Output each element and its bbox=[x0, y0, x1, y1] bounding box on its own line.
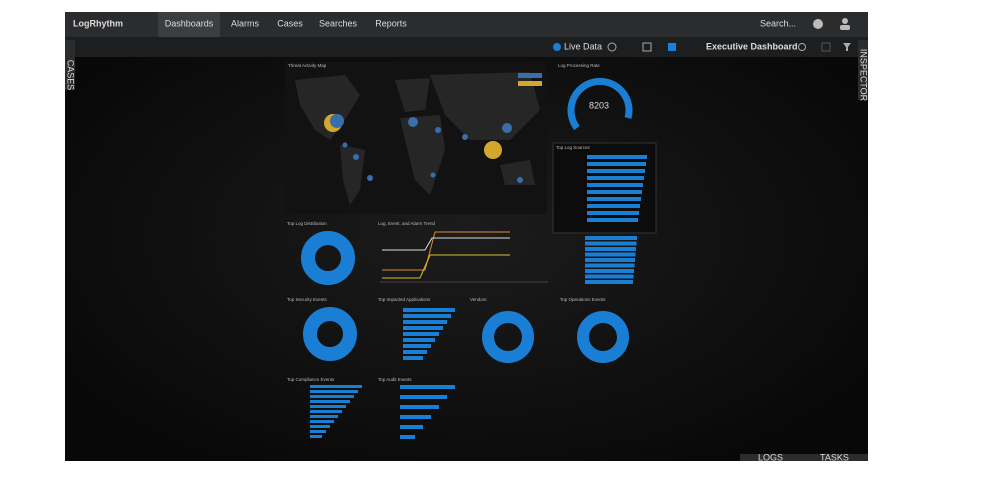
decorative-bar bbox=[585, 263, 635, 268]
widget-title: Top Log Sources bbox=[556, 145, 591, 150]
continents bbox=[295, 72, 540, 205]
donut bbox=[301, 231, 355, 285]
decorative-bar bbox=[587, 218, 638, 222]
decorative-bar bbox=[310, 390, 358, 393]
icon[interactable] bbox=[798, 43, 806, 51]
tab[interactable]: Reports bbox=[375, 18, 407, 28]
gauge-arc bbox=[567, 77, 633, 131]
footer-tab[interactable]: TASKS bbox=[820, 452, 849, 462]
decorative-bar bbox=[310, 415, 338, 418]
decorative-bar bbox=[310, 435, 322, 438]
widget-title: Top Operations Events bbox=[560, 297, 606, 302]
decorative-bar bbox=[403, 344, 431, 348]
decorative-bar bbox=[400, 435, 415, 439]
decorative-bar bbox=[403, 356, 423, 360]
decorative-bar bbox=[403, 338, 435, 342]
decorative-bar bbox=[585, 236, 637, 240]
donut bbox=[482, 311, 534, 363]
icon[interactable] bbox=[607, 42, 617, 52]
left-drawer[interactable] bbox=[65, 40, 75, 90]
decorative-bar bbox=[400, 395, 447, 399]
icon[interactable] bbox=[668, 43, 676, 51]
decorative-bar bbox=[310, 410, 342, 413]
filter-icon[interactable] bbox=[843, 43, 851, 51]
decorative-bar bbox=[587, 204, 640, 208]
drawer-label: INSPECTOR bbox=[859, 49, 869, 102]
widget-title: Top Impacted Applications bbox=[378, 297, 431, 302]
decorative-bar bbox=[310, 430, 326, 433]
decorative-bar bbox=[587, 211, 639, 215]
decorative-bar bbox=[310, 385, 362, 388]
tab[interactable]: Searches bbox=[319, 18, 358, 28]
widget-title: Top Audit Events bbox=[378, 377, 412, 382]
tab[interactable]: Alarms bbox=[231, 18, 260, 28]
right-drawer[interactable] bbox=[858, 40, 868, 100]
decorative-bar bbox=[403, 332, 439, 336]
decorative-bar bbox=[587, 169, 645, 173]
logo: LogRhythm bbox=[73, 18, 123, 28]
decorative-bar bbox=[587, 162, 646, 166]
legend-swatch bbox=[518, 73, 542, 78]
dashboard-name[interactable]: Executive Dashboard bbox=[706, 41, 798, 51]
decorative-bar bbox=[310, 420, 334, 423]
decorative-bar bbox=[400, 385, 455, 389]
active-tab bbox=[158, 12, 220, 37]
user-icon[interactable] bbox=[840, 25, 850, 30]
widget-title: Top Log Distribution bbox=[287, 221, 327, 226]
donut bbox=[577, 311, 629, 363]
live-data[interactable]: Live Data bbox=[564, 41, 602, 51]
decorative-bar bbox=[585, 241, 637, 246]
decorative-bar bbox=[585, 258, 635, 262]
widget-title: Top Compliance Events bbox=[287, 377, 335, 382]
user-icon[interactable] bbox=[842, 18, 848, 24]
decorative-bar bbox=[585, 269, 634, 273]
settings-icon[interactable] bbox=[813, 19, 823, 29]
decorative-bar bbox=[585, 280, 633, 284]
icon[interactable] bbox=[642, 42, 652, 52]
search[interactable]: Search... bbox=[760, 18, 796, 28]
drawer-label: CASES bbox=[66, 60, 76, 91]
widget-title: Log, Event, and Alarm Trend bbox=[378, 221, 436, 226]
tab[interactable]: Cases bbox=[277, 18, 303, 28]
decorative-bar bbox=[310, 400, 350, 403]
footer-bar bbox=[740, 454, 868, 461]
decorative-bar bbox=[400, 425, 423, 429]
decorative-bar bbox=[587, 155, 647, 159]
decorative-bar bbox=[310, 395, 354, 398]
trend-lines bbox=[380, 231, 548, 283]
gauge-value: 8203 bbox=[589, 100, 609, 110]
decorative-bar bbox=[585, 252, 636, 257]
widget-title: Threat Activity Map bbox=[288, 63, 327, 68]
toolbar bbox=[65, 37, 868, 57]
legend-swatch bbox=[518, 81, 542, 86]
decorative-bar bbox=[587, 183, 643, 187]
widget-title: Top Security Events bbox=[287, 297, 328, 302]
map-bubbles bbox=[324, 114, 523, 183]
tab[interactable]: Dashboards bbox=[165, 18, 214, 28]
decorative-bar bbox=[587, 197, 641, 201]
decorative-bar bbox=[585, 247, 636, 251]
decorative-bar bbox=[310, 425, 330, 428]
decorative-bar bbox=[403, 308, 455, 312]
decorative-bar bbox=[403, 350, 427, 354]
footer-tab[interactable]: LOGS bbox=[758, 452, 783, 462]
decorative-bar bbox=[587, 190, 642, 194]
widget-title: Vendors bbox=[470, 297, 487, 302]
icon[interactable] bbox=[821, 42, 831, 52]
decorative-bar bbox=[587, 176, 644, 180]
widget-title: Log Processing Rate bbox=[558, 63, 600, 68]
decorative-bar bbox=[403, 314, 451, 318]
decorative-bar bbox=[400, 405, 439, 409]
live-icon bbox=[553, 43, 561, 51]
decorative-bar bbox=[403, 320, 447, 324]
donut bbox=[303, 307, 357, 361]
decorative-bar bbox=[310, 405, 346, 408]
decorative-bar bbox=[585, 274, 634, 279]
decorative-bar bbox=[400, 415, 431, 419]
decorative-bar bbox=[403, 326, 443, 330]
